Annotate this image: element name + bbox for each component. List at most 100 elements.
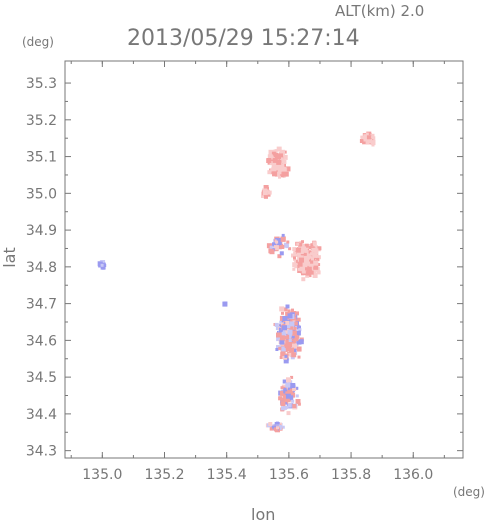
data-cell — [287, 352, 291, 356]
data-cell — [297, 261, 303, 267]
data-cell — [312, 273, 318, 278]
data-cell — [299, 257, 304, 263]
data-cell — [285, 391, 289, 395]
data-cell — [286, 393, 291, 399]
data-cell — [100, 263, 104, 267]
data-cell — [316, 257, 320, 261]
data-cell — [269, 245, 273, 249]
data-cell — [299, 266, 305, 272]
data-cell — [363, 136, 369, 142]
data-cell — [274, 427, 278, 432]
data-cell — [287, 309, 291, 313]
x-tick-label: 135.0 — [82, 467, 122, 483]
data-cell — [285, 347, 290, 351]
data-cell — [279, 390, 285, 396]
y-axis-unit: (deg) — [22, 35, 54, 49]
data-cell — [281, 384, 286, 389]
data-cell — [278, 175, 281, 179]
data-cell — [276, 337, 281, 342]
data-cell — [296, 251, 301, 256]
data-cell — [362, 139, 368, 145]
data-cell — [279, 251, 284, 256]
data-cell — [287, 329, 293, 335]
data-cell — [292, 404, 297, 408]
data-cell — [289, 325, 294, 330]
data-cell — [298, 242, 303, 247]
data-cell — [291, 352, 297, 358]
data-cell — [283, 396, 289, 402]
data-cell — [276, 238, 282, 244]
data-cell — [274, 165, 280, 171]
data-cell — [269, 161, 274, 166]
data-cell — [267, 170, 272, 175]
data-cell — [272, 171, 278, 177]
data-cell — [271, 425, 275, 429]
data-cell — [262, 190, 268, 196]
data-cell — [311, 247, 317, 253]
data-cell — [269, 249, 275, 255]
data-cell — [287, 313, 293, 319]
data-cell — [285, 245, 289, 249]
data-cell — [284, 354, 288, 358]
data-cell — [280, 166, 286, 172]
data-cell — [266, 158, 272, 163]
data-cell — [293, 335, 299, 340]
data-cell — [285, 405, 289, 409]
data-cell — [273, 153, 278, 157]
data-cell — [267, 190, 272, 195]
data-cell — [274, 155, 278, 159]
data-cell — [312, 269, 317, 274]
data-cell — [313, 260, 319, 266]
data-cell — [274, 322, 279, 327]
data-cell — [304, 259, 309, 265]
data-cell — [295, 330, 301, 336]
data-cell — [283, 358, 289, 364]
data-cell — [281, 233, 285, 237]
data-cell — [280, 349, 286, 355]
data-cell — [279, 339, 285, 345]
data-cell — [283, 150, 287, 154]
data-cell — [295, 394, 299, 398]
data-cell — [290, 339, 295, 343]
data-cell — [360, 136, 364, 140]
data-cell — [296, 259, 300, 263]
data-cell — [280, 236, 286, 242]
data-cell — [276, 146, 282, 152]
data-cell — [305, 273, 310, 278]
data-cell — [283, 163, 286, 167]
data-cell — [286, 240, 290, 244]
altitude-label: ALT(km) 2.0 — [335, 2, 425, 20]
x-tick-label: 135.8 — [331, 467, 371, 483]
data-cell — [315, 254, 319, 258]
data-cell — [312, 241, 317, 246]
data-cell — [370, 140, 376, 146]
data-cell — [278, 396, 283, 401]
y-tick-label: 35.3 — [26, 76, 57, 92]
data-cell — [285, 339, 291, 345]
y-tick-label: 34.9 — [26, 223, 57, 239]
data-cell — [304, 250, 309, 255]
data-cell — [308, 246, 312, 250]
data-cell — [284, 334, 290, 340]
data-cell — [317, 263, 321, 267]
data-cell — [310, 243, 314, 247]
data-cell — [295, 347, 300, 352]
data-cell — [275, 326, 280, 330]
data-cell — [291, 308, 294, 312]
data-cell — [292, 247, 297, 252]
data-cell — [281, 346, 287, 352]
plot-frame — [64, 60, 464, 459]
data-cell — [286, 324, 291, 329]
data-cell — [288, 335, 291, 339]
data-cell — [273, 149, 278, 154]
data-cell — [291, 330, 297, 336]
data-cell — [286, 377, 291, 383]
data-cell — [270, 159, 274, 163]
data-cell — [267, 154, 273, 160]
data-cell — [297, 254, 302, 259]
data-cell — [290, 375, 294, 379]
data-cell — [278, 327, 284, 333]
data-cell — [297, 402, 301, 406]
data-cell — [286, 411, 291, 416]
